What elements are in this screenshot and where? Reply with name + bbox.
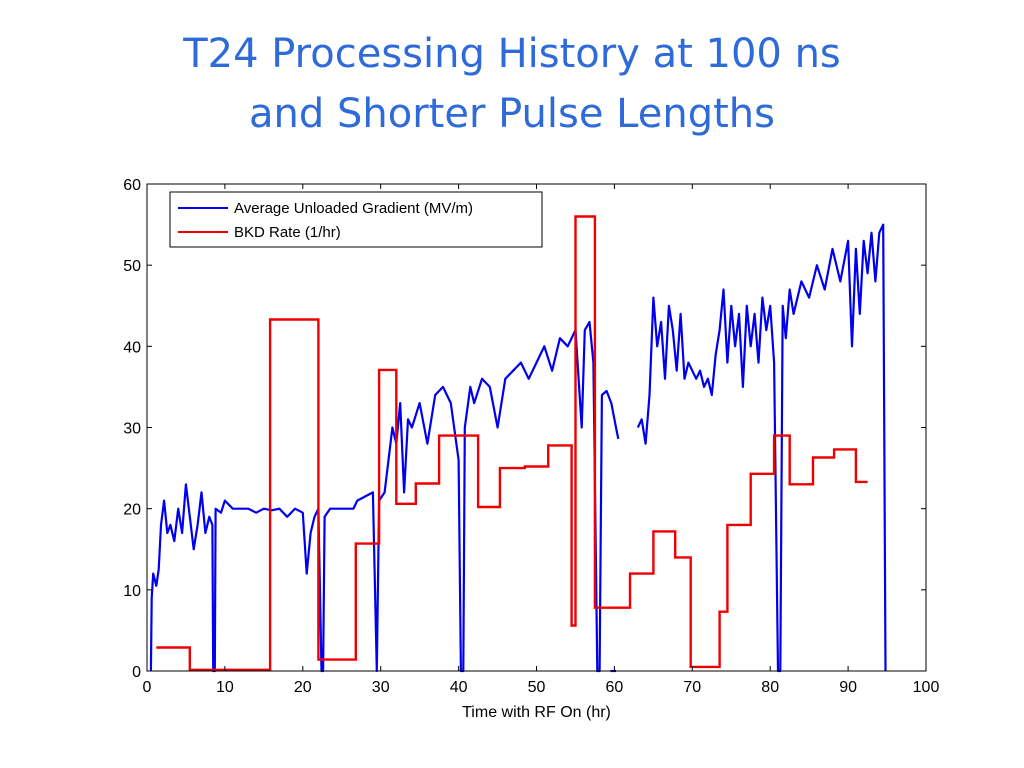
y-tick-label: 0: [132, 664, 141, 681]
series-gradient-line: [149, 320, 620, 673]
x-tick-label: 50: [528, 679, 546, 696]
x-axis-label: Time with RF On (hr): [462, 704, 611, 721]
slide-title: T24 Processing History at 100 ns and Sho…: [0, 24, 1024, 144]
x-tick-label: 100: [913, 679, 940, 696]
y-tick-label: 50: [123, 258, 141, 275]
legend: Average Unloaded Gradient (MV/m) BKD Rat…: [169, 191, 543, 248]
slide-title-line1: T24 Processing History at 100 ns: [183, 31, 841, 77]
x-tick-label: 80: [761, 679, 779, 696]
x-tick-label: 70: [683, 679, 701, 696]
legend-label-bkd-rate: BKD Rate (1/hr): [234, 224, 341, 241]
x-tick-label: 30: [372, 679, 390, 696]
x-tick-label: 10: [216, 679, 234, 696]
x-tick-label: 90: [839, 679, 857, 696]
y-tick-label: 30: [123, 421, 141, 438]
legend-label-gradient: Average Unloaded Gradient (MV/m): [234, 200, 473, 217]
series-gradient-line: [636, 223, 887, 673]
ticks-layer: 0 10 20 30 40 50 60 70 80 90 100 0 10 20 30 40 50 60: [123, 177, 939, 696]
y-tick-label: 60: [123, 177, 141, 194]
series-layer: [149, 215, 887, 673]
y-tick-label: 40: [123, 339, 141, 356]
slide-title-line2: and Shorter Pulse Lengths: [249, 91, 775, 137]
y-tick-label: 10: [123, 583, 141, 600]
plot-frame: [146, 183, 927, 672]
x-tick-label: 40: [450, 679, 468, 696]
x-tick-label: 20: [294, 679, 312, 696]
x-tick-label: 60: [606, 679, 624, 696]
y-tick-label: 20: [123, 502, 141, 519]
x-tick-label: 0: [143, 679, 152, 696]
series-bkd-rate-line: [156, 215, 868, 671]
legend-box: [169, 191, 543, 248]
